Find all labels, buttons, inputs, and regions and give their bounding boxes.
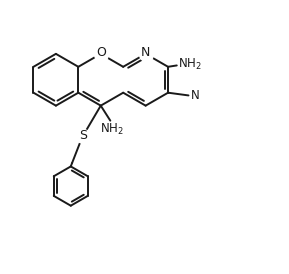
Text: N: N [191, 90, 199, 102]
Text: NH$_2$: NH$_2$ [100, 122, 124, 137]
Text: O: O [96, 46, 106, 59]
Text: N: N [141, 46, 150, 59]
Text: S: S [79, 129, 87, 142]
Text: NH$_2$: NH$_2$ [177, 57, 201, 72]
